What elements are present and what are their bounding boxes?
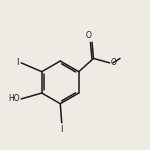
Text: O: O <box>110 58 116 67</box>
Text: O: O <box>85 31 91 40</box>
Text: I: I <box>16 58 19 67</box>
Text: I: I <box>60 125 63 134</box>
Text: HO: HO <box>8 94 20 103</box>
